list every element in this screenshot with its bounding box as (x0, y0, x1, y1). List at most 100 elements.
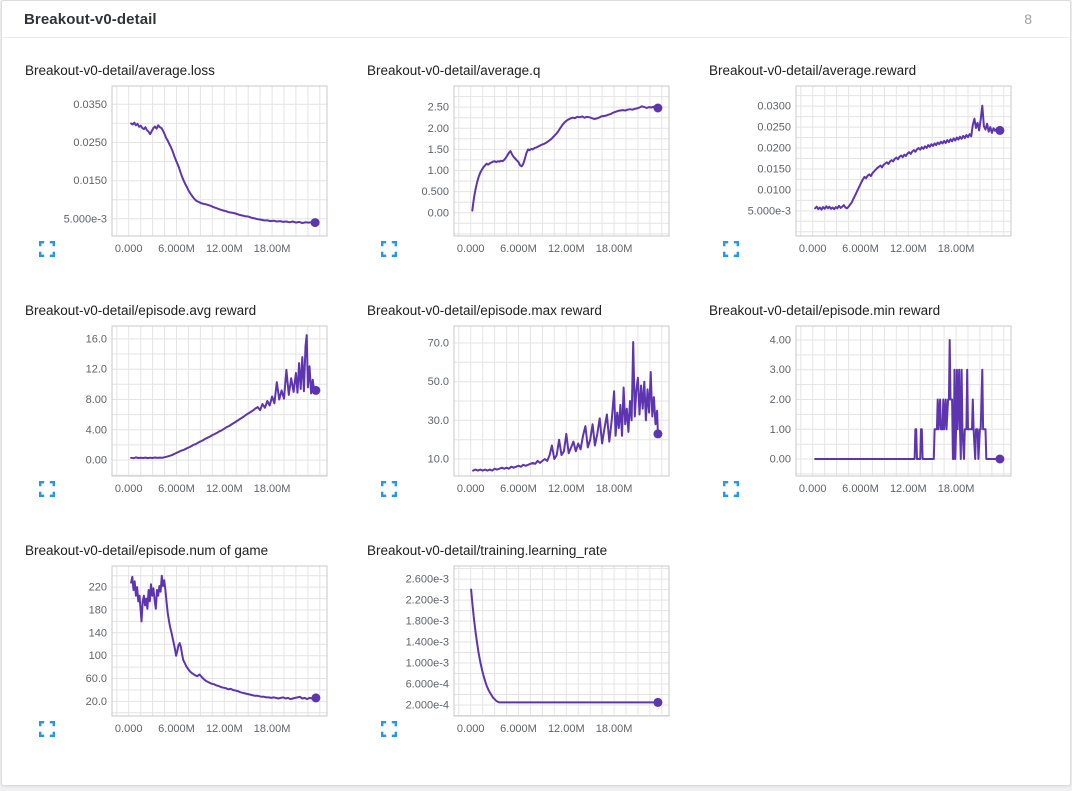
chart-plot-average-loss[interactable]: 0.0350 0.0250 0.0150 5.000e-3 0.000 6.000M 12.… (25, 85, 355, 265)
fullscreen-icon-path (39, 721, 55, 737)
fullscreen-icon-path (723, 241, 739, 257)
series-line (472, 341, 659, 472)
x-axis-tick-label: 6.000M (500, 723, 537, 735)
chart-card-training-learning-rate: Breakout-v0-detail/training.learning_rat… (367, 543, 697, 747)
y-axis-tick-label: 30.0 (428, 415, 449, 427)
fullscreen-icon (39, 481, 55, 497)
y-axis-tick-label: 140 (89, 627, 107, 639)
x-axis-tick-label: 0.000 (457, 723, 485, 735)
y-axis-tick-label: 0.0300 (757, 101, 791, 113)
fullscreen-icon-path (39, 241, 55, 257)
x-axis-tick-label: 6.000M (842, 243, 879, 255)
fullscreen-icon (381, 721, 397, 737)
x-axis-tick-label: 12.00M (548, 723, 585, 735)
category-title: Breakout-v0-detail (24, 10, 157, 28)
expand-chart-button[interactable] (723, 481, 739, 497)
y-axis-tick-label: 60.0 (86, 673, 107, 685)
series-line (471, 105, 659, 212)
fullscreen-icon-path (723, 481, 739, 497)
series-endpoint-dot (310, 218, 320, 228)
x-axis-tick-label: 0.000 (115, 723, 143, 735)
fullscreen-icon-path (381, 721, 397, 737)
fullscreen-icon-path (381, 481, 397, 497)
chart-plot-average-q[interactable]: 2.50 2.00 1.50 1.00 0.500 0.00 0.000 6.000M 12.0… (367, 85, 697, 265)
chart-card-episode-max-reward: Breakout-v0-detail/episode.max reward 70.… (367, 303, 697, 507)
x-axis-tick-label: 0.000 (457, 243, 485, 255)
chart-plot-average-reward[interactable]: 0.0300 0.0250 0.0200 0.0150 0.0100 5.000e-3 0.… (709, 85, 1039, 265)
chart-plot-training-learning-rate[interactable]: 2.600e-3 2.200e-3 1.800e-3 1.400e-3 1.000e-3… (367, 565, 697, 745)
expand-chart-button[interactable] (381, 241, 397, 257)
x-axis-tick-label: 6.000M (158, 483, 195, 495)
chart-title: Breakout-v0-detail/average.loss (25, 63, 215, 78)
chart-count-badge: 8 (1024, 11, 1032, 27)
y-axis-tick-label: 100 (89, 650, 107, 662)
x-axis-tick-label: 6.000M (500, 243, 537, 255)
plot-border (453, 565, 670, 717)
x-axis-tick-label: 18.00M (938, 483, 975, 495)
expand-chart-button[interactable] (39, 721, 55, 737)
x-axis-tick-label: 12.00M (206, 483, 243, 495)
series-line (814, 104, 1001, 211)
x-axis-tick-label: 18.00M (254, 243, 291, 255)
plot-border (795, 325, 1012, 477)
y-axis-tick-label: 0.500 (421, 186, 449, 198)
y-axis-tick-label: 3.00 (770, 364, 791, 376)
y-axis-tick-label: 2.600e-3 (406, 574, 449, 586)
x-axis-tick-label: 12.00M (548, 483, 585, 495)
expand-chart-button[interactable] (39, 481, 55, 497)
gridlines (112, 566, 327, 716)
y-axis-tick-label: 6.000e-4 (406, 679, 449, 691)
expand-chart-button[interactable] (39, 241, 55, 257)
plot-border (111, 565, 328, 717)
chart-title: Breakout-v0-detail/average.reward (709, 63, 917, 78)
x-axis-tick-label: 12.00M (206, 243, 243, 255)
plot-border (453, 325, 670, 477)
expand-chart-button[interactable] (381, 481, 397, 497)
y-axis-tick-label: 1.00 (428, 165, 449, 177)
y-axis-tick-label: 0.00 (86, 455, 107, 467)
y-axis-tick-label: 2.000e-4 (406, 700, 449, 712)
y-axis-tick-label: 8.00 (86, 394, 107, 406)
x-axis-tick-label: 6.000M (500, 483, 537, 495)
y-axis-tick-label: 0.0350 (73, 99, 107, 111)
y-axis-tick-label: 0.0250 (757, 122, 791, 134)
series-line (130, 121, 317, 224)
y-axis-tick-label: 10.0 (428, 454, 449, 466)
y-axis-tick-label: 2.50 (428, 102, 449, 114)
category-header[interactable]: Breakout-v0-detail 8 (2, 1, 1070, 38)
x-axis-tick-label: 18.00M (938, 243, 975, 255)
x-axis-tick-label: 0.000 (115, 243, 143, 255)
y-axis-tick-label: 70.0 (428, 338, 449, 350)
y-axis-tick-label: 1.00 (770, 424, 791, 436)
fullscreen-icon (381, 241, 397, 257)
expand-chart-button[interactable] (723, 241, 739, 257)
x-axis-tick-label: 6.000M (158, 243, 195, 255)
x-axis-tick-label: 6.000M (842, 483, 879, 495)
gridlines (454, 566, 669, 716)
chart-title: Breakout-v0-detail/episode.min reward (709, 303, 941, 318)
chart-title: Breakout-v0-detail/episode.max reward (367, 303, 602, 318)
y-axis-tick-label: 0.00 (428, 207, 449, 219)
x-axis-tick-label: 18.00M (596, 483, 633, 495)
series-line (130, 334, 317, 460)
y-axis-tick-label: 2.00 (770, 394, 791, 406)
plot-border (453, 85, 670, 237)
plot-border (795, 85, 1012, 237)
y-axis-tick-label: 20.0 (86, 696, 107, 708)
y-axis-tick-label: 1.000e-3 (406, 658, 449, 670)
fullscreen-icon (723, 481, 739, 497)
chart-plot-episode-max-reward[interactable]: 70.0 50.0 30.0 10.0 0.000 6.000M 12.00M 18.00M (367, 325, 697, 505)
gridlines (112, 326, 327, 476)
chart-card-episode-avg-reward: Breakout-v0-detail/episode.avg reward 16.… (25, 303, 355, 507)
y-axis-tick-label: 4.00 (770, 335, 791, 347)
y-axis-tick-label: 4.00 (86, 424, 107, 436)
expand-chart-button[interactable] (381, 721, 397, 737)
fullscreen-icon (723, 241, 739, 257)
chart-card-average-reward: Breakout-v0-detail/average.reward 0.0300 0… (709, 63, 1039, 267)
chart-plot-episode-num-of-game[interactable]: 220 180 140 100 60.0 20.0 0.000 6.000M 12.00M 18.… (25, 565, 355, 745)
y-axis-tick-label: 0.0150 (757, 164, 791, 176)
chart-plot-episode-min-reward[interactable]: 4.00 3.00 2.00 1.00 0.00 0.000 6.000M 12.00M 18.… (709, 325, 1039, 505)
chart-plot-episode-avg-reward[interactable]: 16.0 12.0 8.00 4.00 0.00 0.000 6.000M 12.00M 18.… (25, 325, 355, 505)
series-endpoint-dot (311, 693, 321, 703)
